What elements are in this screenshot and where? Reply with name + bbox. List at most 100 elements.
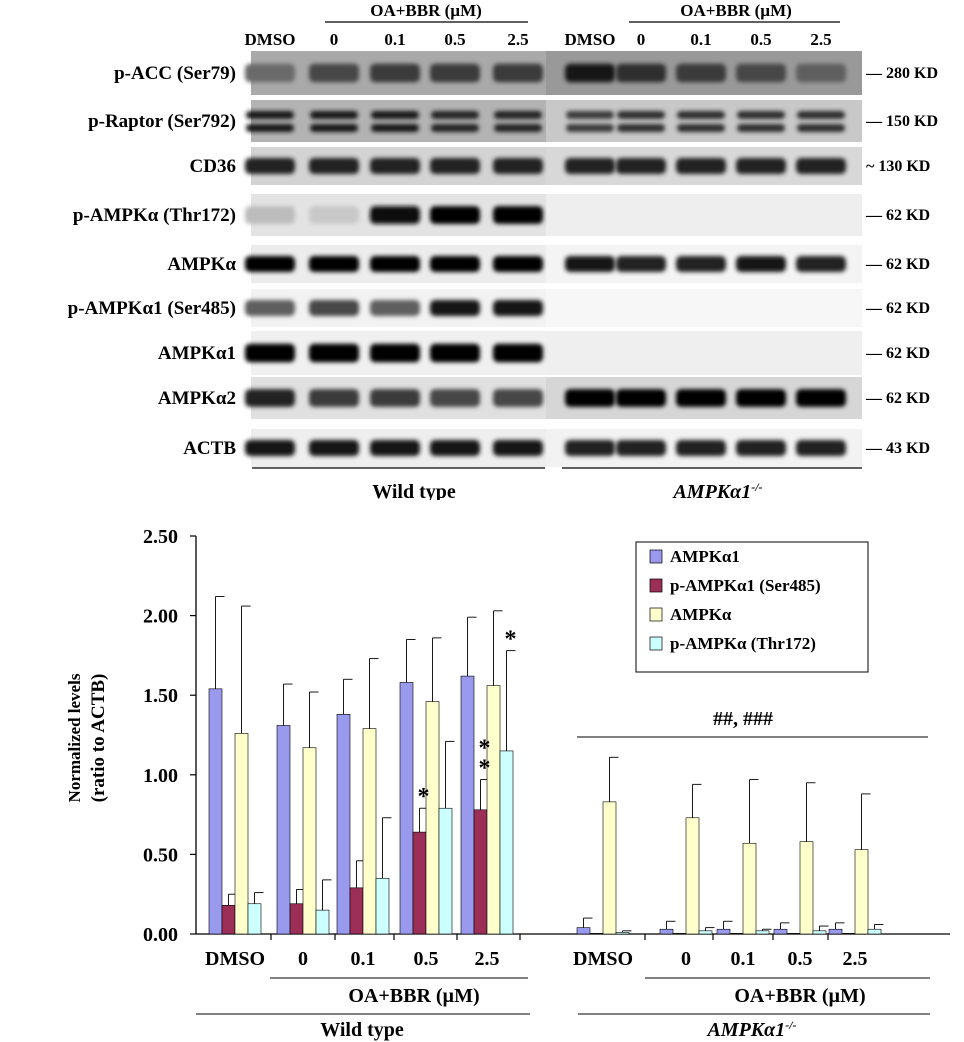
blot-size-marker: ~ 130 KD [866,158,930,175]
lane-label: 0.1 [384,30,405,49]
band [616,158,666,174]
bar [302,747,317,935]
blot-strip-wt [251,100,546,142]
bar [615,932,630,935]
band [245,440,295,456]
band [309,343,359,363]
legend-swatch [649,578,663,593]
bar [685,817,700,935]
band [796,440,846,456]
band [370,440,420,456]
x-tick-label: 2.5 [843,948,868,970]
band [430,63,480,83]
group-label-ko-superscript: -/- [751,480,762,494]
bar [589,933,604,935]
bar [755,930,770,935]
band [370,300,420,316]
x-tick-label: 0 [681,948,691,970]
x-tick-label: 0.1 [351,948,376,970]
band [245,256,295,272]
bar [698,930,713,935]
band [676,256,726,272]
band [245,343,295,363]
significance-marker: * [418,784,430,810]
bar [399,682,414,935]
blot-size-marker: — 150 KD [865,113,938,130]
blot-row-label: CD36 [190,156,236,177]
lane-label: DMSO [565,30,616,49]
bar [336,714,351,935]
x-tick-label: DMSO [573,948,633,970]
lane-label: 0.1 [690,30,711,49]
bar [576,927,591,935]
treatment-label-wt: OA+BBR (µM) [348,985,479,1007]
x-tick-label: 0.1 [731,948,756,970]
blot-size-marker: — 62 KD [865,207,930,224]
bar [773,928,788,935]
band [493,206,543,224]
blot-row-label: ACTB [183,438,236,459]
band [431,124,479,132]
band [736,256,786,272]
header-treatment-ko: OA+BBR (µM) [680,1,792,20]
y-tick-label: 2.50 [143,526,178,548]
blot-size-marker: — 62 KD [865,390,930,407]
band [246,124,294,132]
band [616,63,666,83]
band [736,158,786,174]
group-label-ko-superscript: -/- [785,1018,796,1032]
blot-size-marker: — 62 KD [865,300,930,317]
band [565,256,615,272]
treatment-label-ko: OA+BBR (µM) [734,985,865,1007]
band [796,256,846,272]
significance-marker: * [505,627,517,653]
band [430,206,480,224]
band [676,63,726,83]
band [796,158,846,174]
bar [362,728,377,935]
band [736,63,786,83]
bar [828,928,843,935]
blot-strip-ko [546,194,862,236]
band [370,389,420,407]
band [565,158,615,174]
band [565,63,615,83]
legend-swatch [649,549,663,564]
band [370,206,420,224]
bar [841,933,856,935]
bar [854,849,869,935]
band [430,300,480,316]
band [616,440,666,456]
bar [221,905,236,935]
band [566,111,614,119]
band [309,256,359,272]
band [245,389,295,407]
bar [276,725,291,935]
group-label-ko: AMPKα1-/- [671,480,762,500]
bar [729,933,744,935]
band [796,389,846,407]
x-tick-label: 2.5 [475,948,500,970]
significance-marker: * [479,756,491,782]
bar [799,841,814,935]
band [245,206,295,224]
band [737,124,785,132]
blot-row-label: p-AMPKα1 (Ser485) [68,298,236,319]
y-tick-label: 0.50 [143,844,178,866]
band [494,124,542,132]
band [431,111,479,119]
bar [289,903,304,935]
band [796,63,846,83]
lane-label: 2.5 [507,30,528,49]
bar [247,903,262,935]
legend-swatch [649,636,663,651]
lane-label: 0.5 [444,30,465,49]
bar [812,930,827,935]
blot-row-label: AMPKα2 [158,388,236,409]
bar [412,831,427,935]
x-tick-label: 0 [298,948,308,970]
band [309,389,359,407]
band [430,440,480,456]
bar [473,809,488,935]
